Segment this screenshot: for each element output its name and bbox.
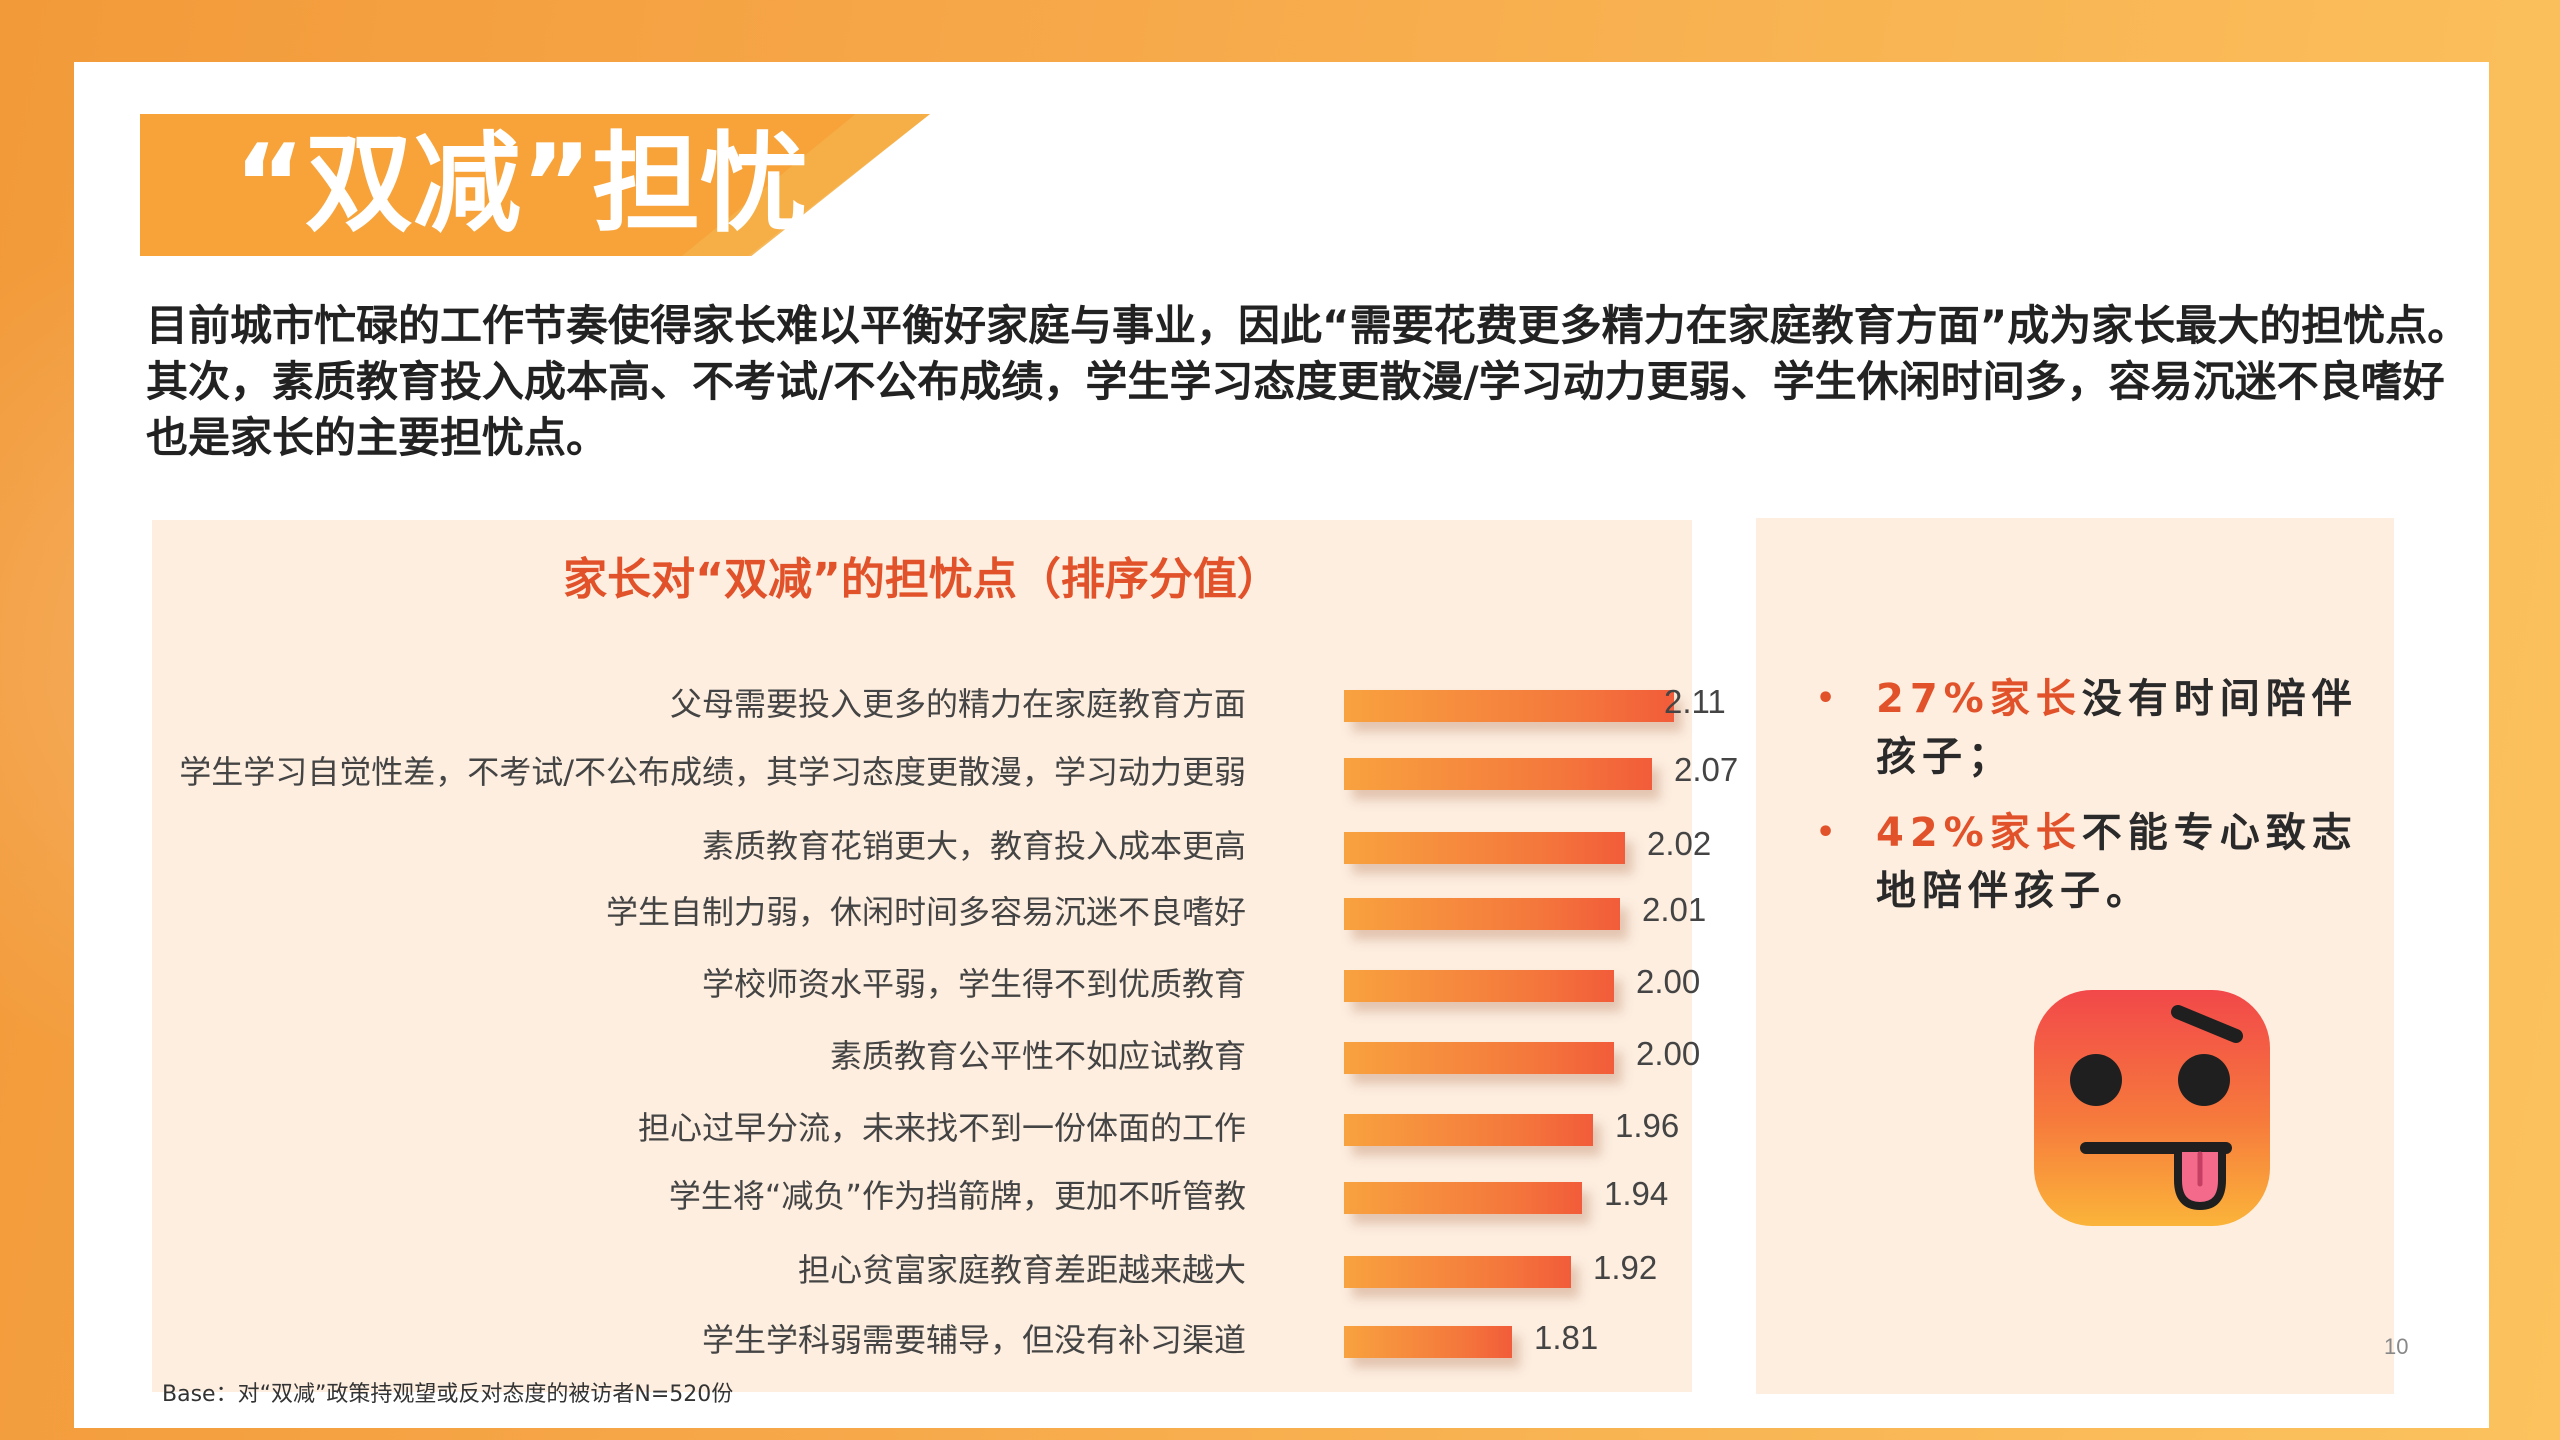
category-label: 学生将“减负”作为挡箭牌，更加不听管教	[668, 1177, 1246, 1215]
bar	[1344, 1182, 1582, 1214]
slide-card: “双减”担忧 目前城市忙碌的工作节奏使得家长难以平衡好家庭与事业，因此“需要花费…	[74, 62, 2489, 1428]
bullet-icon: •	[1816, 681, 1836, 716]
side-item-highlight: 42%家长	[1876, 810, 2082, 856]
value-label: 2.00	[1636, 963, 1701, 1000]
category-label: 素质教育公平性不如应试教育	[829, 1037, 1246, 1075]
bar	[1344, 970, 1614, 1002]
bar	[1344, 690, 1674, 722]
bar	[1344, 832, 1625, 864]
category-label: 学生学习自觉性差，不考试/不公布成绩，其学习态度更散漫，学习动力更弱	[179, 753, 1246, 791]
side-item-highlight: 27%家长	[1876, 676, 2082, 722]
value-label: 2.11	[1664, 683, 1726, 720]
bar	[1344, 898, 1620, 930]
side-item-focus: • 42%家长不能专心致志地陪伴孩子。	[1816, 804, 2376, 920]
value-label: 2.00	[1636, 1035, 1701, 1072]
category-label: 担心过早分流，未来找不到一份体面的工作	[637, 1109, 1246, 1147]
category-label: 学校师资水平弱，学生得不到优质教育	[701, 965, 1246, 1003]
value-label: 1.81	[1534, 1319, 1599, 1356]
value-label: 1.92	[1593, 1249, 1658, 1286]
dizzy-tongue-out-face-icon	[2034, 990, 2270, 1226]
side-panel: • 27%家长没有时间陪伴孩子； • 42%家长不能专心致志地陪伴孩子。	[1756, 518, 2394, 1394]
value-label: 1.96	[1615, 1107, 1680, 1144]
side-item-text: 27%家长没有时间陪伴孩子；	[1876, 670, 2376, 786]
side-item-rest: 没有时间陪伴孩子；	[1876, 676, 2358, 780]
category-label: 父母需要投入更多的精力在家庭教育方面	[669, 685, 1246, 723]
value-label: 1.94	[1604, 1175, 1669, 1212]
category-label: 学生自制力弱，休闲时间多容易沉迷不良嗜好	[605, 893, 1246, 931]
value-label: 2.07	[1674, 751, 1739, 788]
category-label: 担心贫富家庭教育差距越来越大	[797, 1251, 1246, 1289]
slide-title: “双减”担忧	[234, 122, 808, 247]
chart-panel: 家长对“双减”的担忧点（排序分值） 父母需要投入更多的精力在家庭教育方面 2.11…	[152, 520, 1738, 1392]
bar	[1344, 1114, 1593, 1146]
bar	[1344, 758, 1652, 790]
chart-title: 家长对“双减”的担忧点（排序分值）	[563, 554, 1281, 605]
intro-paragraph: 目前城市忙碌的工作节奏使得家长难以平衡好家庭与事业，因此“需要花费更多精力在家庭…	[146, 301, 2470, 462]
side-item-time: • 27%家长没有时间陪伴孩子；	[1816, 670, 2376, 786]
page-number: 10	[2384, 1334, 2409, 1359]
value-label: 2.01	[1642, 891, 1707, 928]
bullet-icon: •	[1816, 815, 1836, 850]
bar	[1344, 1326, 1512, 1358]
bar	[1344, 1042, 1614, 1074]
bar	[1344, 1256, 1571, 1288]
side-item-rest: 不能专心致志地陪伴孩子。	[1876, 810, 2358, 914]
category-label: 素质教育花销更大，教育投入成本更高	[701, 827, 1246, 865]
category-label: 学生学科弱需要辅导，但没有补习渠道	[701, 1321, 1246, 1359]
value-label: 2.02	[1647, 825, 1712, 862]
footnote: Base：对“双减”政策持观望或反对态度的被访者N=520份	[162, 1382, 734, 1407]
side-item-text: 42%家长不能专心致志地陪伴孩子。	[1876, 804, 2376, 920]
